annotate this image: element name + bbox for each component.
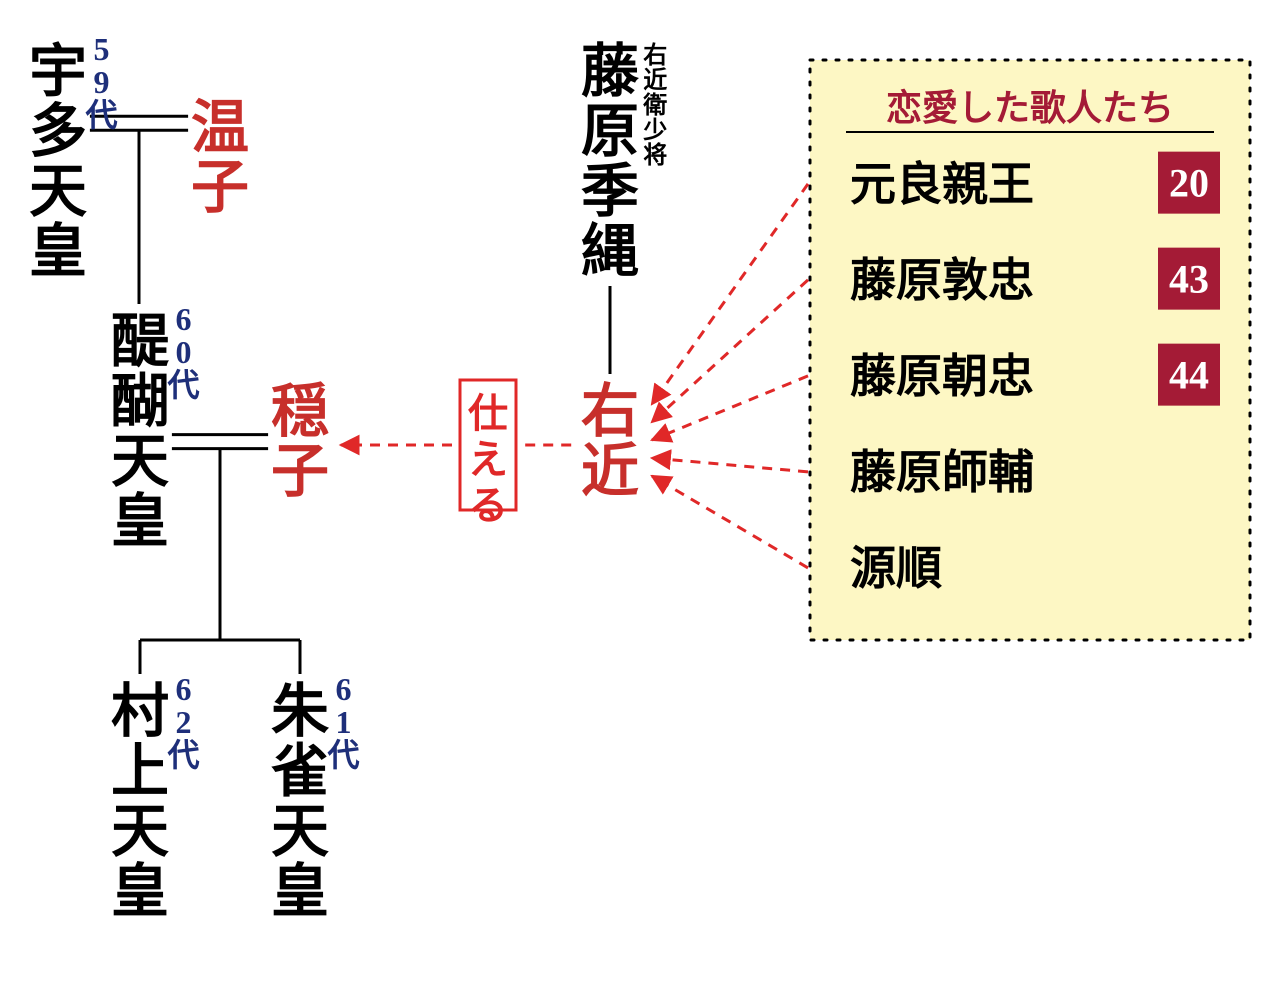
poet-arrow-3 [652, 458, 808, 472]
svg-text:仕: 仕 [468, 391, 508, 436]
svg-text:上: 上 [111, 739, 169, 804]
svg-text:原: 原 [581, 99, 639, 164]
svg-text:雀: 雀 [271, 739, 329, 804]
svg-text:少: 少 [642, 117, 667, 144]
gen-daigo: 60代 [166, 301, 199, 403]
poet-name-3: 藤原師輔 [850, 447, 1034, 498]
person-daigo: 醍醐天皇 [111, 309, 169, 554]
svg-text:9: 9 [94, 64, 110, 100]
title-suetsuna: 右近衛少将 [642, 42, 667, 169]
svg-text:藤: 藤 [581, 39, 640, 104]
poet-box-title: 恋愛した歌人たち [886, 87, 1174, 128]
svg-text:近: 近 [643, 67, 667, 94]
svg-text:皇: 皇 [111, 489, 169, 554]
svg-text:季: 季 [581, 159, 639, 224]
svg-text:1: 1 [336, 704, 352, 740]
svg-text:6: 6 [176, 301, 192, 337]
svg-text:村: 村 [111, 679, 169, 744]
svg-text:代: 代 [166, 737, 199, 773]
svg-text:皇: 皇 [271, 859, 329, 924]
svg-text:多: 多 [29, 99, 87, 164]
serve-label: 仕える [468, 391, 508, 528]
svg-text:右: 右 [581, 379, 639, 444]
svg-text:天: 天 [29, 159, 87, 224]
person-suetsuna: 藤原季縄 [581, 39, 640, 284]
poet-arrow-2 [652, 376, 808, 440]
poet-name-0: 元良親王 [850, 159, 1034, 210]
svg-text:6: 6 [176, 671, 192, 707]
gen-suzaku: 61代 [326, 671, 359, 773]
svg-text:天: 天 [271, 799, 329, 864]
svg-text:近: 近 [581, 439, 639, 504]
person-onshi: 温子 [191, 95, 249, 220]
svg-text:温: 温 [191, 95, 249, 160]
svg-text:宇: 宇 [29, 39, 87, 104]
svg-text:る: る [468, 483, 508, 528]
poet-badge-num-1: 43 [1169, 256, 1209, 301]
svg-text:右: 右 [643, 42, 667, 69]
svg-text:天: 天 [111, 429, 169, 494]
svg-text:将: 将 [643, 142, 667, 169]
svg-text:0: 0 [176, 334, 192, 370]
svg-text:醍: 醍 [111, 309, 169, 374]
svg-text:子: 子 [191, 155, 249, 220]
svg-text:皇: 皇 [111, 859, 169, 924]
person-suzaku: 朱雀天皇 [271, 679, 330, 924]
gen-uda: 59代 [84, 31, 117, 133]
svg-text:天: 天 [111, 799, 169, 864]
svg-text:縄: 縄 [581, 219, 639, 284]
poet-badge-num-2: 44 [1169, 352, 1209, 397]
svg-text:穏: 穏 [271, 379, 329, 444]
poet-name-2: 藤原朝忠 [850, 351, 1034, 402]
person-ukon: 右近 [581, 379, 639, 504]
poet-badge-num-0: 20 [1169, 160, 1209, 205]
svg-text:衛: 衛 [642, 91, 667, 119]
svg-text:朱: 朱 [271, 679, 330, 744]
person-murakami: 村上天皇 [111, 679, 169, 924]
person-uda: 宇多天皇 [29, 39, 87, 284]
svg-text:え: え [468, 437, 508, 482]
poet-name-1: 藤原敦忠 [850, 255, 1034, 306]
svg-text:2: 2 [176, 704, 192, 740]
svg-text:6: 6 [336, 671, 352, 707]
svg-text:5: 5 [94, 31, 110, 67]
svg-text:代: 代 [84, 97, 117, 133]
poet-arrow-1 [652, 280, 808, 422]
poet-arrow-0 [652, 184, 808, 404]
gen-murakami: 62代 [166, 671, 199, 773]
svg-text:子: 子 [271, 439, 329, 504]
poet-name-4: 源順 [850, 543, 942, 594]
svg-text:代: 代 [166, 367, 199, 403]
poet-arrow-4 [652, 476, 808, 568]
svg-text:代: 代 [326, 737, 359, 773]
svg-text:醐: 醐 [111, 369, 169, 434]
person-onshi2: 穏子 [271, 379, 329, 504]
svg-text:皇: 皇 [29, 219, 87, 284]
